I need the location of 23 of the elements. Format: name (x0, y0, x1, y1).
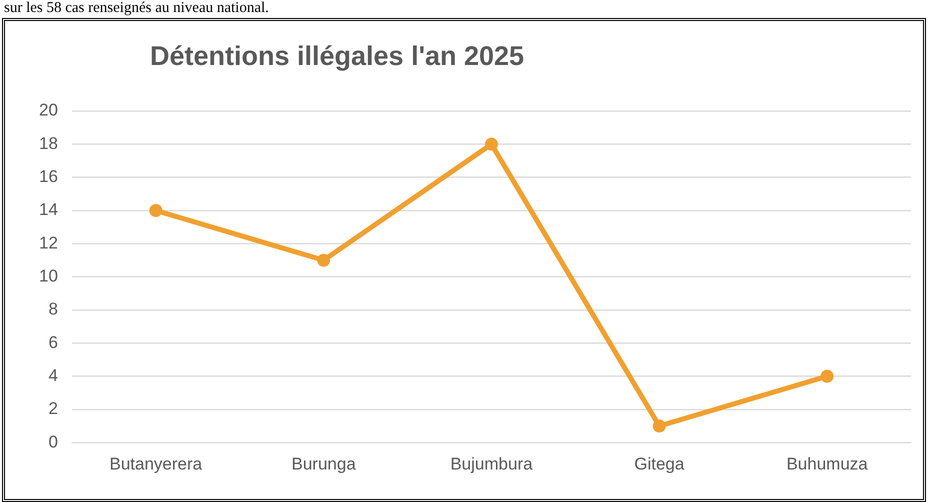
y-tick-label: 4 (48, 366, 58, 385)
point (317, 254, 330, 267)
y-tick-label: 14 (38, 200, 58, 220)
y-tick-label: 20 (38, 100, 58, 120)
x-tick-label: Burunga (291, 454, 356, 474)
x-tick-label: Bujumbura (450, 454, 534, 474)
point (820, 370, 834, 383)
x-tick-label: Gitega (634, 454, 685, 474)
y-tick-label: 6 (48, 332, 58, 352)
y-tick-label: 2 (48, 399, 58, 418)
point (149, 204, 162, 217)
text: sur les 58 cas renseignés au niveau national. (4, 0, 269, 16)
y-tick-label: 8 (48, 300, 58, 319)
y-tick-label: 16 (38, 167, 58, 186)
x-tick-label: Buhumuza (786, 454, 868, 474)
x-tick-label: Butanyerera (110, 454, 203, 474)
y-tick-label: 0 (48, 432, 58, 452)
point (652, 420, 666, 433)
chart-title: Détentions illégales l'an 2025 (150, 41, 524, 72)
point (484, 138, 498, 151)
y-tick-label: 18 (38, 134, 58, 153)
y-tick-label: 12 (38, 233, 58, 252)
y-tick-label: 10 (38, 266, 58, 286)
